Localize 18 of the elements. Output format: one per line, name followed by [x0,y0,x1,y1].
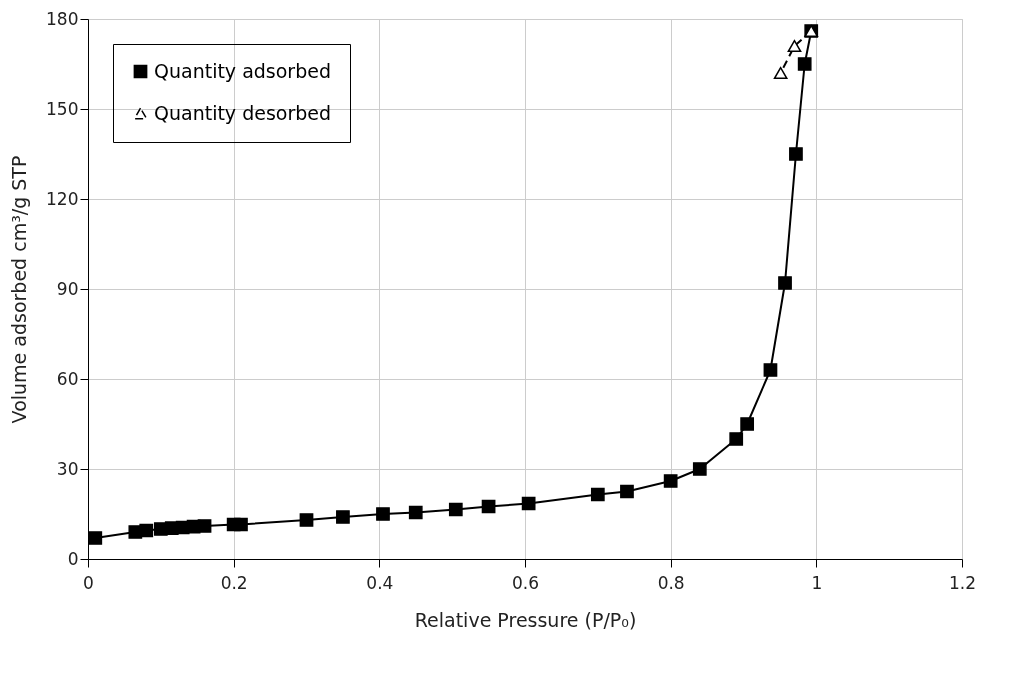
y-tick-label: 180 [46,8,79,29]
y-tick-label: 60 [56,368,79,389]
legend-label: Quantity adsorbed [154,59,331,82]
x-tick-label: 0.6 [511,572,540,593]
x-tick-label: 0 [83,572,94,593]
y-tick-label: 0 [67,548,79,569]
x-axis-title: Relative Pressure (P/P₀) [414,608,637,631]
x-tick-label: 0.8 [657,572,685,593]
y-tick-label: 150 [46,98,79,119]
legend-label: Quantity desorbed [154,101,332,124]
x-tick-label: 0.2 [220,572,248,593]
y-tick-label: 120 [46,188,79,209]
x-tick-label: 0.4 [366,572,394,593]
x-tick-label: 1 [811,572,823,593]
y-tick-label: 90 [56,278,79,299]
x-tick-label: 1.2 [948,572,977,593]
y-tick-label: 30 [56,458,79,479]
y-axis-title: Volume adsorbed cm³/g STP [8,155,31,424]
